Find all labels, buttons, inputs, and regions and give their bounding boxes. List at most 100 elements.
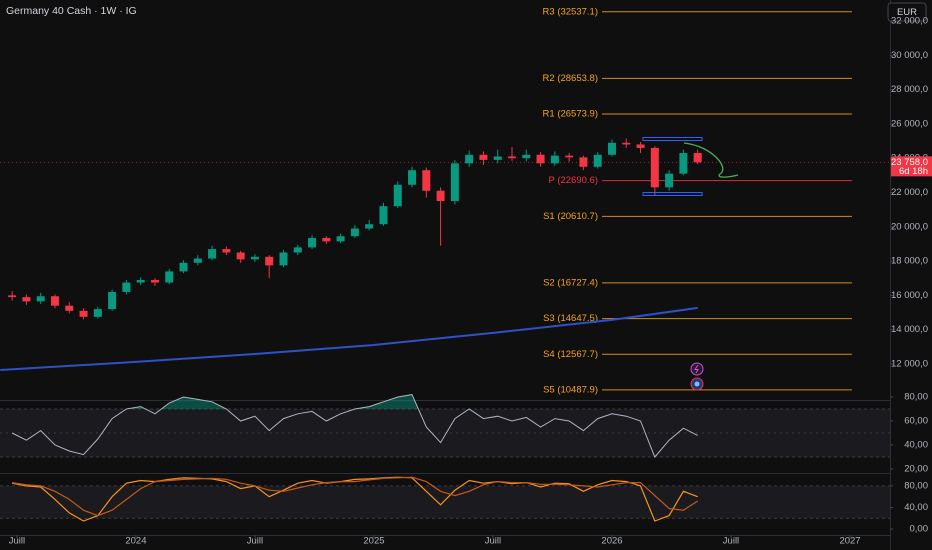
candle-body <box>322 237 331 242</box>
x-tick-label: Juill <box>723 536 739 547</box>
candle-body <box>265 256 274 266</box>
candle-body <box>593 154 602 167</box>
y-tick-label: 20 000,0 <box>891 221 928 232</box>
y-tick-label: 60,00 <box>904 416 928 427</box>
y-tick-label: 16 000,0 <box>891 290 928 301</box>
candle-body <box>565 155 574 158</box>
candle-body <box>436 190 445 202</box>
y-tick-label: 80,00 <box>904 480 928 491</box>
x-tick-label: 2027 <box>839 536 860 547</box>
rsi-line <box>11 394 698 458</box>
annotation-curve <box>683 142 739 178</box>
x-tick-label: 2025 <box>363 536 384 547</box>
y-tick-label: 28 000,0 <box>891 84 928 95</box>
pivot-label: S4 (12567.7) <box>543 349 598 360</box>
pivot-label: S3 (14647.5) <box>543 313 598 324</box>
candle-body <box>550 155 559 164</box>
back-layer <box>0 0 893 550</box>
x-tick-label: Juill <box>247 536 263 547</box>
candle-body <box>136 279 145 283</box>
last-price-label: 23 758,0 <box>891 157 928 168</box>
candle-body <box>22 297 31 302</box>
y-tick-label: 30 000,0 <box>891 50 928 61</box>
y-tick-label: 40,00 <box>904 440 928 451</box>
y-tick-label: 80,00 <box>904 392 928 403</box>
candle-body <box>293 247 302 253</box>
ma-line <box>0 306 698 371</box>
candle-body <box>8 295 17 298</box>
currency-button[interactable] <box>887 2 927 22</box>
candle-body <box>350 228 359 237</box>
pivot-label: R1 (26573.9) <box>543 109 598 120</box>
stoch-band <box>0 485 890 519</box>
candle-body <box>36 296 45 302</box>
candle-body <box>479 154 488 160</box>
last-price-box <box>891 156 932 177</box>
candle-body <box>607 142 616 155</box>
rsi-overbought-fill <box>12 394 698 409</box>
pivot-label: S1 (20610.7) <box>543 211 598 222</box>
candle-body <box>579 157 588 167</box>
candle-body <box>408 170 417 185</box>
candle-body <box>536 154 545 164</box>
pivot-label: R2 (28653.8) <box>543 73 598 84</box>
candle-body <box>279 252 288 266</box>
candle-body <box>108 291 117 310</box>
x-tick-label: Juill <box>9 536 25 547</box>
candle-body <box>622 142 631 145</box>
pivot-label: R3 (32537.1) <box>543 6 598 17</box>
stoch-line <box>12 476 699 517</box>
candle-body <box>450 163 459 202</box>
pivot-label: S2 (16727.4) <box>543 277 598 288</box>
candle-body <box>679 153 688 174</box>
main-layer: R3 (32537.1) R2 (28653.8) R1 (26573.9) P (2… <box>0 6 852 522</box>
stoch-line <box>11 476 698 522</box>
candle-body <box>236 252 245 260</box>
candle-body <box>508 156 517 159</box>
event-icon-glyph <box>694 364 699 374</box>
candle-body <box>150 279 159 283</box>
y-tick-label: 40,00 <box>904 502 928 513</box>
candle-body <box>50 296 59 306</box>
candle-body <box>522 154 531 159</box>
candle-body <box>650 147 659 188</box>
x-tick-label: Juill <box>485 536 501 547</box>
candle-body <box>122 282 131 292</box>
y-tick-label: 12 000,0 <box>891 359 928 370</box>
annotation-box <box>642 137 703 141</box>
x-tick-label: 2026 <box>601 536 622 547</box>
y-tick-label: 18 000,0 <box>891 256 928 267</box>
candle-body <box>465 154 474 164</box>
candle-body <box>636 144 645 148</box>
y-tick-label: 26 000,0 <box>891 118 928 129</box>
candle-body <box>179 262 188 272</box>
candle-body <box>165 271 174 283</box>
y-tick-label: 14 000,0 <box>891 324 928 335</box>
event-icon-glyph <box>694 381 700 387</box>
y-tick-label: 20,00 <box>904 464 928 475</box>
candle-body <box>308 237 317 248</box>
pivot-label: P (22690.6) <box>549 175 598 186</box>
y-tick-label: 32 000,0 <box>891 16 928 27</box>
candle-body <box>422 170 431 191</box>
candle-body <box>665 173 674 188</box>
candle-body <box>222 249 231 253</box>
chart-title: Germany 40 Cash · 1W · IG <box>6 5 137 17</box>
candle-body <box>379 206 388 225</box>
candle-body <box>93 309 102 317</box>
annotation-box <box>642 192 703 196</box>
candle-body <box>65 305 74 311</box>
y-tick-label: 0,00 <box>910 524 929 535</box>
candle-body <box>79 310 88 317</box>
candle-body <box>208 249 217 259</box>
currency-label: EUR <box>897 7 917 18</box>
candle-body <box>693 153 702 163</box>
candle-body <box>336 236 345 242</box>
candle-body <box>393 184 402 207</box>
x-tick-label: 2024 <box>125 536 146 547</box>
candle-body <box>193 258 202 263</box>
